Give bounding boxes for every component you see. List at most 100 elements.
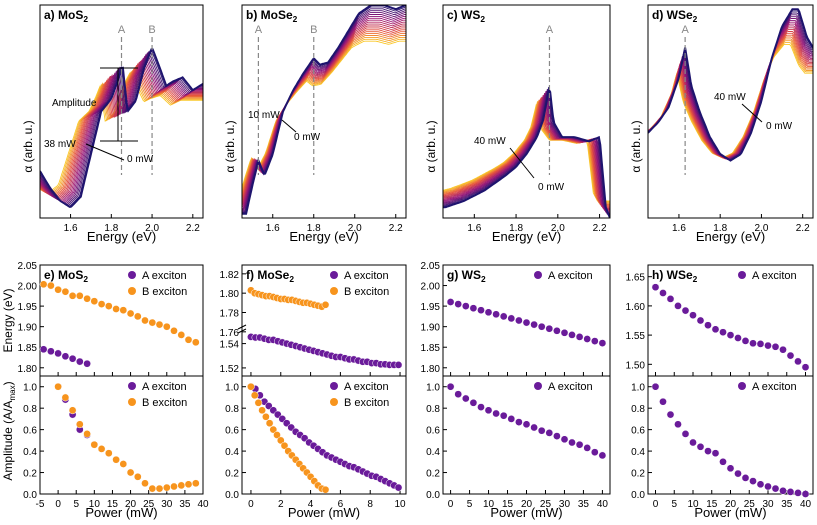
y-tick-label: 2.05 (421, 261, 441, 272)
peak-marker-label: A (118, 24, 126, 36)
peak-marker-label: A (546, 24, 554, 36)
data-point (553, 326, 561, 335)
legend-marker (128, 271, 136, 279)
data-point (711, 449, 720, 458)
data-point (254, 398, 263, 407)
data-point (674, 420, 682, 429)
x-tick-label: 40 (597, 499, 609, 510)
panel-title: g) WS2 (447, 268, 486, 284)
data-point (794, 489, 802, 497)
spectrum-panel-c: 1.6 1.8 2.0 2.2 Energy (eV) α (arb. u.) c) WS2… (424, 4, 611, 244)
data-point (83, 359, 91, 368)
legend-label: A exciton (548, 270, 593, 282)
y-tick-label: 1.80 (220, 289, 240, 300)
data-point (265, 419, 274, 428)
x-axis-title: Power (mW) (694, 505, 766, 520)
data-point (148, 318, 157, 327)
energy-panel-g: 1.80 1.85 1.90 1.95 2.00 2.05 g) WS2 A exciton (421, 261, 611, 377)
legend-marker (534, 382, 542, 390)
data-point (469, 398, 478, 407)
y-tick-label: 2.05 (18, 261, 38, 272)
data-point (162, 483, 171, 492)
data-point (170, 482, 178, 491)
y-tick-label: 1.85 (421, 343, 441, 354)
x-tick-label: 5 (467, 499, 473, 510)
x-tick-label: 6 (338, 499, 344, 510)
y-axis-title: α (arb. u.) (424, 120, 438, 172)
data-point (651, 382, 660, 391)
data-point (104, 302, 113, 310)
power-arrow (281, 119, 297, 133)
data-point (756, 340, 765, 348)
y-tick-label: 1.90 (421, 323, 441, 334)
data-point (779, 345, 787, 354)
y-tick-label: 1.0 (426, 383, 440, 394)
y-tick-label: 0.6 (631, 426, 645, 437)
legend-label: A exciton (142, 381, 187, 393)
legend-label: B exciton (344, 397, 389, 409)
y-tick-label: 0.2 (23, 469, 37, 480)
series-a-exciton (247, 382, 403, 492)
data-point (522, 318, 531, 327)
y-tick-label: 0.0 (225, 490, 239, 501)
spectrum-curves (242, 5, 406, 215)
data-point (477, 403, 485, 411)
power-arrow (741, 103, 763, 123)
data-point (801, 363, 810, 372)
plot-frame (647, 4, 814, 219)
x-tick-label: 1.6 (64, 223, 78, 234)
x-tick-label: 1.8 (509, 223, 523, 234)
data-point (258, 406, 266, 415)
panel-title: c) WS2 (447, 8, 485, 24)
series-a-exciton (446, 298, 607, 347)
x-tick-label: 35 (781, 499, 793, 510)
data-point (126, 309, 135, 318)
legend-marker (738, 271, 746, 279)
spectrum-curves (443, 86, 610, 218)
data-point (749, 477, 757, 485)
data-point (155, 484, 164, 493)
data-point (659, 397, 667, 406)
data-point (141, 479, 149, 488)
data-point (184, 335, 193, 344)
x-tick-label: 0 (448, 499, 454, 510)
legend-label: A exciton (142, 270, 187, 282)
x-tick-label: 0 (653, 499, 659, 510)
legend-marker (128, 398, 136, 406)
y-tick-label: 0.6 (426, 426, 440, 437)
x-tick-label: 10 (394, 499, 406, 510)
data-point (469, 304, 478, 313)
y-tick-label: 0.8 (225, 404, 239, 415)
y-tick-label: 0.8 (631, 404, 645, 415)
legend-label: B exciton (344, 286, 389, 298)
axis-break-mark (237, 324, 247, 334)
data-point (47, 347, 55, 356)
x-tick-label: 15 (107, 499, 119, 510)
data-point (507, 314, 516, 323)
y-tick-label: 1.95 (421, 302, 441, 313)
peak-marker-label: B (148, 24, 155, 36)
x-axis-title: Energy (eV) (87, 229, 156, 244)
data-point (794, 357, 802, 366)
data-point (696, 316, 705, 325)
x-tick-label: 15 (502, 499, 514, 510)
x-axis-title: Energy (eV) (696, 229, 765, 244)
y-tick-label: 1.76 (220, 328, 240, 339)
data-point (545, 429, 554, 437)
legend-label: A exciton (344, 270, 389, 282)
series-a-exciton (54, 382, 99, 449)
x-tick-label: 20 (125, 499, 137, 510)
x-tick-label: 20 (725, 499, 737, 510)
legend-label: B exciton (142, 397, 187, 409)
series-a-exciton (651, 382, 810, 498)
data-point (262, 412, 270, 421)
x-tick-label: 25 (540, 499, 552, 510)
y-tick-label: 2.00 (421, 282, 441, 293)
annotations-a: Amplitude 38 mW 0 mW (44, 67, 154, 165)
y-tick-label: 0.0 (426, 490, 440, 501)
panel-title: h) WSe2 (652, 268, 698, 284)
y-tick-label: 0.6 (23, 426, 37, 437)
spectrum-line (648, 8, 813, 162)
data-point (68, 291, 77, 300)
